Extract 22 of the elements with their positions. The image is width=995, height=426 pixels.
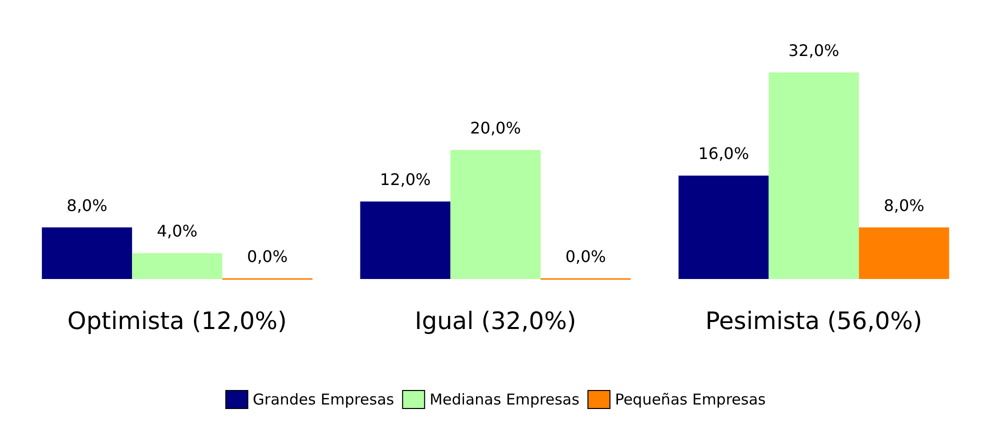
bar [132, 253, 222, 279]
data-label: 8,0% [66, 196, 108, 215]
legend-label: Grandes Empresas [252, 390, 394, 408]
data-label: 16,0% [698, 144, 750, 164]
bar [360, 202, 450, 279]
data-label: 0,0% [565, 246, 606, 266]
data-label: 4,0% [156, 222, 198, 241]
bar [678, 176, 769, 279]
data-label: 8,0% [884, 196, 924, 215]
bar [768, 72, 859, 279]
x-tick-label: Optimista (12,0%) [67, 307, 287, 335]
bar [42, 227, 132, 279]
data-label: 20,0% [470, 118, 521, 138]
legend-label: Medianas Empresas [430, 390, 580, 408]
legend-label: Pequeñas Empresas [614, 390, 766, 408]
data-label: 0,0% [247, 246, 288, 266]
bar [858, 227, 950, 279]
bar [450, 150, 541, 279]
data-label: 32,0% [788, 40, 840, 60]
data-label: 12,0% [380, 170, 431, 190]
x-tick-label: Igual (32,0%) [414, 307, 576, 335]
x-tick-label: Pesimista (56,0%) [705, 307, 922, 335]
